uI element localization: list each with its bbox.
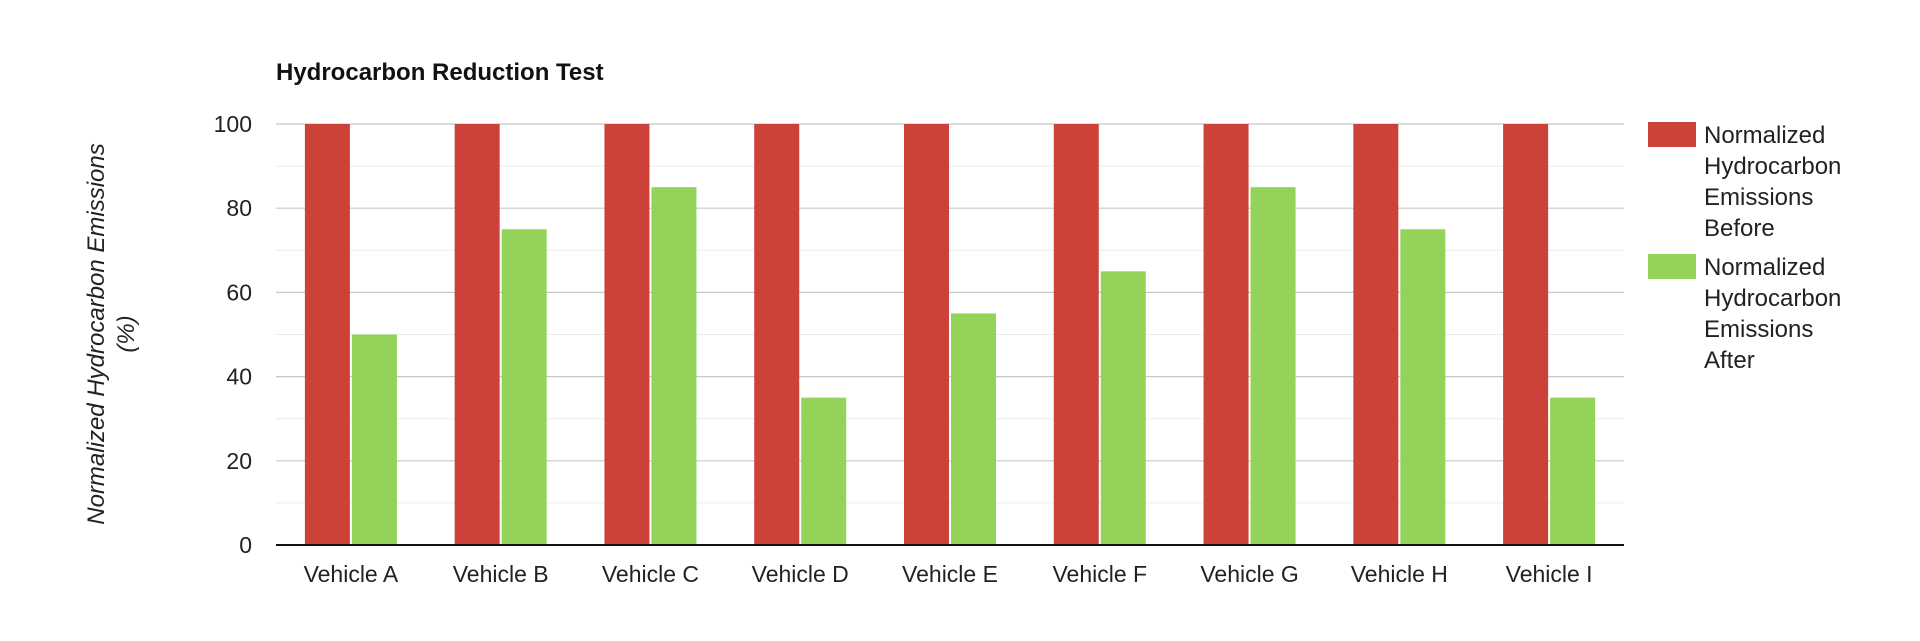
x-tick-label: Vehicle I xyxy=(1506,561,1593,587)
y-tick-label: 80 xyxy=(226,195,252,221)
bar-before-vehicle-h xyxy=(1353,124,1399,545)
legend-label-line: After xyxy=(1704,347,1755,374)
gridlines xyxy=(276,123,1624,504)
x-tick-label: Vehicle D xyxy=(752,561,849,587)
y-axis-label: Normalized Hydrocarbon Emissions (%) xyxy=(83,143,140,524)
bar-before-vehicle-i xyxy=(1503,124,1549,545)
y-tick-label: 0 xyxy=(239,532,252,558)
bar-after-vehicle-a xyxy=(351,334,397,545)
x-tick-label: Vehicle H xyxy=(1351,561,1448,587)
legend-label-line: Emissions xyxy=(1704,316,1813,343)
bar-after-vehicle-h xyxy=(1400,229,1446,545)
bar-before-vehicle-e xyxy=(904,124,949,545)
bar-before-vehicle-d xyxy=(754,124,800,545)
bar-after-vehicle-f xyxy=(1100,271,1146,545)
legend-swatch-before xyxy=(1648,122,1696,147)
legend: Normalized Hydrocarbon Emissions BeforeNorm… xyxy=(1648,122,1841,374)
legend-label-line: Hydrocarbon xyxy=(1704,153,1841,180)
axes: 0 20 40 60 80 100 Vehicle A Vehicle B Vehicle C V… xyxy=(214,111,1624,587)
legend-label-line: Normalized xyxy=(1704,254,1825,281)
y-tick-label: 40 xyxy=(226,364,252,390)
bar-before-vehicle-a xyxy=(304,124,350,545)
y-axis-label-line: (%) xyxy=(113,315,140,352)
bar-before-vehicle-c xyxy=(604,124,650,545)
bar-after-vehicle-e xyxy=(951,313,996,545)
legend-label-after: Normalized Hydrocarbon Emissions After xyxy=(1704,254,1841,374)
y-axis-label-line: Normalized Hydrocarbon Emissions xyxy=(83,143,110,524)
x-tick-label: Vehicle F xyxy=(1052,561,1147,587)
bar-before-vehicle-g xyxy=(1203,124,1249,545)
x-tick-label: Vehicle A xyxy=(304,561,399,587)
legend-label-line: Emissions xyxy=(1704,184,1813,211)
x-tick-label: Vehicle B xyxy=(453,561,549,587)
x-tick-label: Vehicle G xyxy=(1200,561,1298,587)
x-tick-label: Vehicle E xyxy=(902,561,998,587)
legend-label-before: Normalized Hydrocarbon Emissions Before xyxy=(1704,122,1841,242)
y-tick-label: 60 xyxy=(226,279,252,305)
legend-label-line: Before xyxy=(1704,215,1775,242)
y-tick-label: 20 xyxy=(226,448,252,474)
bar-after-vehicle-g xyxy=(1250,187,1296,545)
y-axis-title: Normalized Hydrocarbon Emissions (%) xyxy=(83,143,140,524)
bar-before-vehicle-f xyxy=(1053,124,1099,545)
legend-swatch-after xyxy=(1648,254,1696,279)
legend-label-line: Normalized xyxy=(1704,122,1825,149)
bar-after-vehicle-d xyxy=(801,397,847,545)
bar-after-vehicle-b xyxy=(501,229,547,545)
bar-before-vehicle-b xyxy=(454,124,500,545)
legend-label-line: Hydrocarbon xyxy=(1704,285,1841,312)
y-tick-label: 100 xyxy=(214,111,252,137)
chart-title: Hydrocarbon Reduction Test xyxy=(276,59,604,86)
bar-after-vehicle-i xyxy=(1550,397,1596,545)
x-tick-label: Vehicle C xyxy=(602,561,699,587)
bars xyxy=(304,124,1596,545)
bar-after-vehicle-c xyxy=(651,187,697,545)
